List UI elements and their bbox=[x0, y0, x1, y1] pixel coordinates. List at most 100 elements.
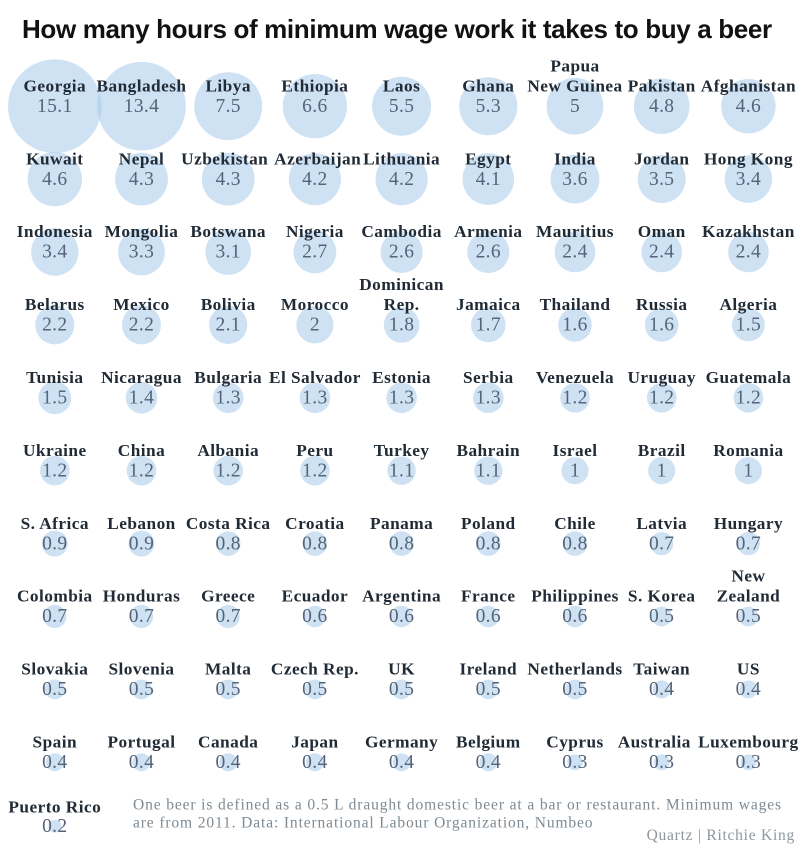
svg-text:0.3: 0.3 bbox=[562, 752, 587, 773]
svg-text:Libya: Libya bbox=[205, 76, 250, 95]
svg-text:Japan: Japan bbox=[291, 733, 338, 752]
svg-text:Bangladesh: Bangladesh bbox=[97, 76, 187, 95]
svg-text:How many hours of minimum wage: How many hours of minimum wage work it t… bbox=[22, 14, 772, 44]
svg-text:Lebanon: Lebanon bbox=[107, 514, 175, 533]
svg-text:Hungary: Hungary bbox=[714, 514, 783, 533]
svg-text:1.2: 1.2 bbox=[42, 460, 67, 481]
svg-text:Colombia: Colombia bbox=[17, 587, 93, 606]
svg-text:Ukraine: Ukraine bbox=[23, 441, 87, 460]
svg-text:UK: UK bbox=[388, 660, 415, 679]
svg-text:0.7: 0.7 bbox=[42, 606, 67, 627]
svg-text:Australia: Australia bbox=[618, 733, 691, 752]
svg-text:2.6: 2.6 bbox=[389, 242, 414, 263]
svg-text:Bulgaria: Bulgaria bbox=[194, 368, 262, 387]
svg-text:5.5: 5.5 bbox=[389, 96, 414, 117]
svg-text:0.4: 0.4 bbox=[129, 752, 154, 773]
svg-text:Russia: Russia bbox=[636, 295, 688, 314]
svg-text:Ethiopia: Ethiopia bbox=[281, 76, 348, 95]
svg-text:0.5: 0.5 bbox=[649, 606, 674, 627]
svg-text:0.8: 0.8 bbox=[302, 533, 327, 554]
svg-text:0.9: 0.9 bbox=[129, 533, 154, 554]
svg-text:2.2: 2.2 bbox=[42, 315, 67, 336]
svg-text:0.9: 0.9 bbox=[42, 533, 67, 554]
svg-text:0.6: 0.6 bbox=[562, 606, 587, 627]
svg-text:Armenia: Armenia bbox=[454, 222, 522, 241]
svg-text:7.5: 7.5 bbox=[215, 96, 240, 117]
svg-text:China: China bbox=[118, 441, 165, 460]
svg-text:Puerto Rico: Puerto Rico bbox=[8, 798, 101, 817]
svg-text:Lithuania: Lithuania bbox=[363, 149, 440, 168]
svg-text:Hong Kong: Hong Kong bbox=[704, 149, 793, 168]
svg-text:2.6: 2.6 bbox=[476, 242, 501, 263]
svg-text:Malta: Malta bbox=[205, 660, 251, 679]
svg-text:Nepal: Nepal bbox=[119, 149, 164, 168]
svg-text:0.7: 0.7 bbox=[129, 606, 154, 627]
svg-text:0.8: 0.8 bbox=[476, 533, 501, 554]
svg-text:Taiwan: Taiwan bbox=[633, 660, 690, 679]
svg-text:1: 1 bbox=[657, 460, 667, 481]
svg-text:1.2: 1.2 bbox=[562, 388, 587, 409]
svg-text:0.4: 0.4 bbox=[42, 752, 67, 773]
svg-text:0.4: 0.4 bbox=[389, 752, 414, 773]
svg-text:Germany: Germany bbox=[365, 733, 438, 752]
svg-text:0.5: 0.5 bbox=[42, 679, 67, 700]
svg-text:Greece: Greece bbox=[201, 587, 255, 606]
svg-text:New: New bbox=[731, 567, 765, 586]
svg-text:Philippines: Philippines bbox=[531, 587, 619, 606]
svg-text:Nicaragua: Nicaragua bbox=[101, 368, 182, 387]
svg-text:0.5: 0.5 bbox=[562, 679, 587, 700]
svg-text:1: 1 bbox=[570, 460, 580, 481]
svg-text:Laos: Laos bbox=[383, 76, 420, 95]
svg-text:0.4: 0.4 bbox=[649, 679, 674, 700]
svg-text:Serbia: Serbia bbox=[463, 368, 514, 387]
svg-text:Belarus: Belarus bbox=[25, 295, 85, 314]
svg-text:Peru: Peru bbox=[296, 441, 333, 460]
svg-text:Azerbaijan: Azerbaijan bbox=[274, 149, 361, 168]
svg-text:1.6: 1.6 bbox=[649, 315, 674, 336]
svg-text:Mauritius: Mauritius bbox=[536, 222, 614, 241]
svg-text:0.3: 0.3 bbox=[736, 752, 761, 773]
svg-text:Nigeria: Nigeria bbox=[286, 222, 344, 241]
svg-text:1.2: 1.2 bbox=[302, 460, 327, 481]
svg-text:5.3: 5.3 bbox=[476, 96, 501, 117]
svg-text:0.5: 0.5 bbox=[302, 679, 327, 700]
svg-text:Jordan: Jordan bbox=[634, 149, 690, 168]
svg-text:Cyprus: Cyprus bbox=[546, 733, 603, 752]
svg-text:Israel: Israel bbox=[553, 441, 598, 460]
svg-text:1.3: 1.3 bbox=[389, 388, 414, 409]
svg-text:Latvia: Latvia bbox=[636, 514, 687, 533]
svg-text:Dominican: Dominican bbox=[359, 275, 444, 294]
svg-text:0.6: 0.6 bbox=[302, 606, 327, 627]
svg-text:1.5: 1.5 bbox=[42, 388, 67, 409]
svg-text:2.4: 2.4 bbox=[736, 242, 761, 263]
svg-text:4.3: 4.3 bbox=[215, 169, 240, 190]
svg-text:0.7: 0.7 bbox=[215, 606, 240, 627]
svg-text:1.3: 1.3 bbox=[302, 388, 327, 409]
svg-text:Uzbekistan: Uzbekistan bbox=[181, 149, 268, 168]
svg-text:Georgia: Georgia bbox=[23, 76, 86, 95]
svg-text:Portugal: Portugal bbox=[108, 733, 176, 752]
svg-text:2.1: 2.1 bbox=[215, 315, 240, 336]
svg-text:1.1: 1.1 bbox=[476, 460, 501, 481]
svg-text:Tunisia: Tunisia bbox=[26, 368, 83, 387]
svg-text:3.3: 3.3 bbox=[129, 242, 154, 263]
svg-text:Honduras: Honduras bbox=[103, 587, 181, 606]
svg-text:0.3: 0.3 bbox=[649, 752, 674, 773]
svg-text:4.1: 4.1 bbox=[476, 169, 501, 190]
svg-text:3.4: 3.4 bbox=[736, 169, 761, 190]
svg-text:Netherlands: Netherlands bbox=[527, 660, 622, 679]
svg-text:Croatia: Croatia bbox=[285, 514, 344, 533]
svg-text:Belgium: Belgium bbox=[456, 733, 521, 752]
svg-text:0.5: 0.5 bbox=[215, 679, 240, 700]
svg-text:2.4: 2.4 bbox=[649, 242, 674, 263]
svg-text:4.3: 4.3 bbox=[129, 169, 154, 190]
svg-text:4.6: 4.6 bbox=[736, 96, 761, 117]
svg-text:Turkey: Turkey bbox=[374, 441, 430, 460]
svg-text:Zealand: Zealand bbox=[717, 587, 781, 606]
svg-text:Algeria: Algeria bbox=[719, 295, 777, 314]
svg-text:New Guinea: New Guinea bbox=[527, 76, 622, 95]
svg-text:Thailand: Thailand bbox=[540, 295, 611, 314]
svg-text:Argentina: Argentina bbox=[362, 587, 441, 606]
svg-text:2.7: 2.7 bbox=[302, 242, 327, 263]
svg-text:3.5: 3.5 bbox=[649, 169, 674, 190]
